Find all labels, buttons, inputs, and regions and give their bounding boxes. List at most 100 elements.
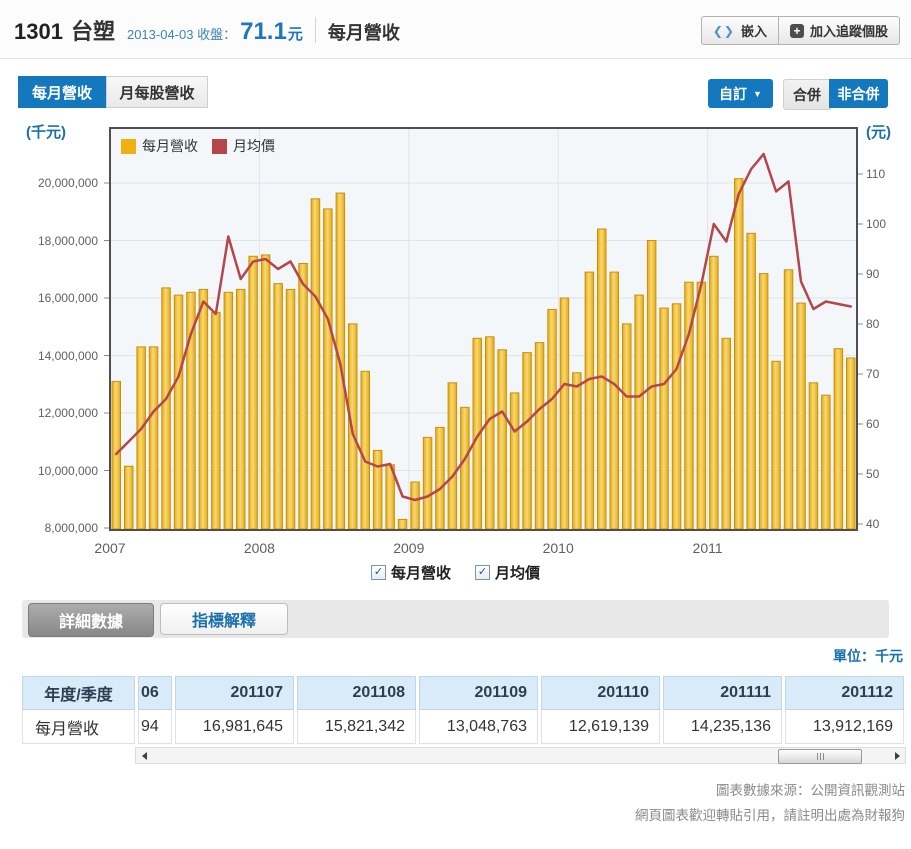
revenue-bar — [509, 392, 520, 530]
revenue-swatch-icon — [121, 138, 136, 154]
revenue-bar — [136, 346, 146, 530]
revenue-bar — [696, 281, 707, 530]
table-header-cell: 201108 — [297, 676, 416, 710]
repost-note: 網頁圖表歡迎轉貼引用，請註明出處為財報狗 — [635, 808, 905, 823]
revenue-bar — [161, 287, 171, 530]
unmerged-label: 非合併 — [837, 85, 880, 102]
table-header-cell: 201109 — [419, 676, 538, 710]
detail-toolbar: 詳細數據 指標解釋 — [22, 600, 889, 638]
table-column: 201110 12,619,139 — [541, 676, 660, 744]
tab-monthly-revenue[interactable]: 每月營收 — [18, 76, 106, 108]
table-header-cell: 201110 — [541, 676, 660, 710]
right-axis-tick: 110 — [866, 167, 886, 181]
revenue-bar — [260, 254, 271, 530]
revenue-bar — [609, 271, 619, 530]
legend-item-revenue: 每月營收 — [121, 136, 198, 156]
x-axis-year-label: 2010 — [542, 540, 574, 556]
revenue-bar — [534, 342, 545, 530]
unmerged-button[interactable]: 非合併 — [829, 79, 888, 108]
detail-data-label: 詳細數據 — [58, 614, 123, 631]
revenue-bar — [422, 436, 433, 530]
table-column: 06 94 — [138, 676, 172, 744]
custom-range-button[interactable]: 自訂 ▼ — [708, 79, 773, 108]
checkbox-checked-icon[interactable]: ✓ — [475, 565, 490, 580]
left-axis-unit: (千元) — [26, 124, 66, 141]
indicator-explain-label: 指標解釋 — [191, 613, 256, 630]
x-axis-year-label: 2011 — [692, 540, 723, 556]
toggle-monthly-revenue[interactable]: ✓ 每月營收 — [370, 562, 451, 583]
table-column: 201107 16,981,645 — [175, 676, 294, 744]
left-axis-tick: 10,000,000 — [37, 463, 98, 478]
revenue-bar — [435, 426, 445, 530]
tab-monthly-eps-revenue[interactable]: 月每股營收 — [106, 76, 208, 108]
indicator-explain-button[interactable]: 指標解釋 — [160, 603, 288, 635]
revenue-bar — [522, 352, 532, 530]
chart-legend: 每月營收 月均價 — [121, 136, 275, 156]
revenue-bar — [372, 449, 383, 530]
revenue-bar — [758, 273, 769, 530]
table-value-cell: 15,821,342 — [297, 710, 416, 744]
revenue-table: 年度/季度 每月營收 06 94 201107 16,981,645 201108 15,82… — [22, 676, 907, 744]
revenue-bar — [659, 307, 669, 530]
right-axis-tick: 100 — [866, 217, 887, 231]
revenue-bar — [248, 255, 258, 530]
revenue-bar — [821, 394, 831, 530]
left-axis-tick: 12,000,000 — [37, 406, 98, 420]
chart-canvas — [104, 127, 863, 531]
revenue-bar — [310, 198, 321, 530]
table-column: 201109 13,048,763 — [419, 676, 538, 744]
table-value-cell: 12,619,139 — [541, 710, 660, 744]
detail-data-button[interactable]: 詳細數據 — [28, 603, 154, 637]
toggle-monthly-price[interactable]: ✓ 月均價 — [475, 562, 540, 583]
revenue-bar — [460, 406, 470, 530]
tab-monthly-eps-label: 月每股營收 — [119, 84, 195, 102]
scroll-left-arrow-icon[interactable] — [136, 748, 152, 763]
page-title: 每月營收 — [327, 23, 400, 43]
series-toggle-row: ✓ 每月營收 ✓ 月均價 — [0, 562, 911, 583]
close-price-unit: 元 — [287, 26, 303, 43]
chevron-down-icon: ▼ — [753, 88, 762, 99]
revenue-bar — [323, 208, 333, 530]
table-value-cell: 16,981,645 — [175, 710, 294, 744]
stock-name: 台塑 — [70, 19, 115, 44]
toggle-monthly-price-label: 月均價 — [495, 565, 541, 582]
revenue-chart: (千元) (元) 每月營收 月均價 20,000,000 18,000,000 16… — [0, 118, 911, 568]
table-value-cell: 14,235,136 — [663, 710, 782, 744]
revenue-bar — [211, 311, 221, 530]
checkbox-checked-icon[interactable]: ✓ — [370, 565, 386, 580]
revenue-bar — [783, 269, 794, 530]
revenue-bar — [584, 271, 595, 530]
revenue-bar — [348, 323, 358, 530]
revenue-bar — [559, 297, 570, 530]
revenue-bar — [771, 360, 781, 530]
revenue-bar — [273, 283, 283, 530]
right-axis-unit: (元) — [866, 124, 891, 141]
table-unit-label: 單位：千元 — [833, 648, 903, 664]
x-axis-year-label: 2008 — [243, 540, 275, 556]
right-axis-tick: 90 — [866, 267, 880, 281]
close-date-label: 2013-04-03 收盤： — [126, 27, 237, 42]
revenue-bar — [796, 302, 806, 530]
top-header: 1301 台塑 2013-04-03 收盤： 71.1 元 每月營收 ❮❯ 嵌入… — [0, 0, 911, 59]
x-axis-year-label: 2009 — [393, 540, 425, 556]
table-column: 201108 15,821,342 — [297, 676, 416, 744]
revenue-bar — [709, 255, 719, 530]
embed-icon: ❮❯ — [712, 23, 735, 38]
embed-button[interactable]: ❮❯ 嵌入 — [700, 16, 778, 45]
scroll-right-arrow-icon[interactable] — [889, 748, 905, 763]
revenue-bar — [360, 370, 370, 530]
table-horizontal-scrollbar[interactable] — [135, 747, 906, 764]
revenue-bar — [808, 382, 819, 530]
legend-item-price: 月均價 — [212, 136, 275, 156]
revenue-bar — [746, 232, 756, 530]
price-line — [114, 152, 853, 502]
table-header-cell: 201107 — [175, 676, 294, 710]
revenue-bar — [173, 294, 184, 530]
embed-button-label: 嵌入 — [740, 24, 767, 39]
add-track-button[interactable]: + 加入追蹤個股 — [777, 16, 900, 45]
scrollbar-thumb[interactable] — [778, 749, 862, 764]
revenue-bar — [410, 481, 420, 530]
merged-button[interactable]: 合併 — [783, 79, 831, 110]
revenue-bar — [572, 372, 582, 530]
